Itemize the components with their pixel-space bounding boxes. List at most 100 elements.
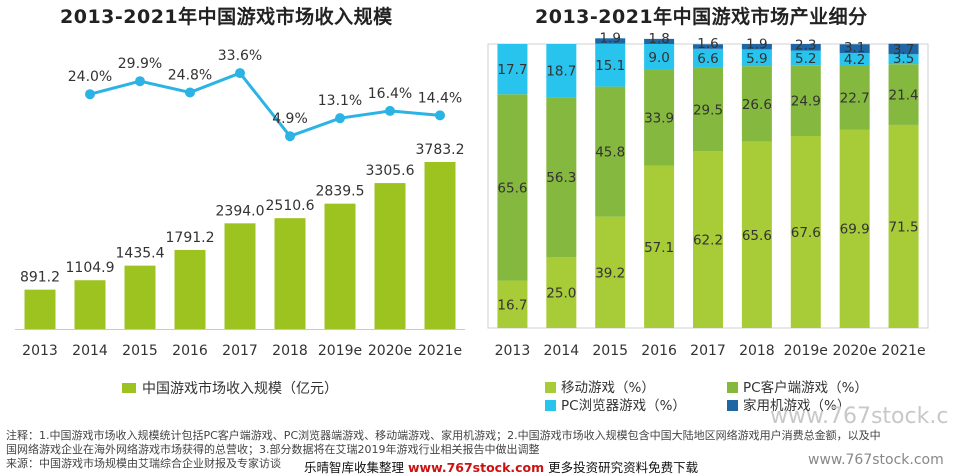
stack-data-label: 5.2 [795, 51, 816, 67]
stack-data-label: 2.3 [795, 38, 816, 54]
source-line: 来源：中国游戏市场规模由艾瑞综合企业财报及专家访谈 [6, 457, 281, 470]
right-x-tick-label: 2021e [881, 343, 925, 359]
right-legend-swatch [545, 400, 556, 411]
stack-data-label: 26.6 [742, 97, 772, 113]
segment-mobile [497, 280, 528, 328]
segment-mobile [693, 151, 723, 328]
stack-data-label: 1.9 [599, 31, 620, 47]
right-x-tick-label: 2019e [784, 343, 828, 359]
left-x-tick-label: 2013 [22, 343, 58, 359]
segment-mobile [888, 124, 919, 328]
revenue-data-label: 3305.6 [366, 163, 415, 179]
right-legend-label: PC客户端游戏（%） [743, 379, 868, 396]
stack-data-label: 39.2 [595, 265, 625, 281]
revenue-data-label: 1791.2 [166, 230, 215, 246]
growth-data-label: 4.9% [272, 111, 308, 127]
right-x-tick-label: 2018 [739, 343, 775, 359]
segment-console [741, 44, 772, 50]
segment-browser [888, 54, 919, 65]
growth-data-label: 24.8% [168, 67, 212, 83]
right-legend-swatch [727, 400, 738, 411]
stack-data-label: 6.6 [697, 51, 718, 67]
stack-data-label: 17.7 [497, 62, 527, 78]
growth-point [435, 110, 445, 121]
segment-pc-client [888, 64, 919, 125]
revenue-bar [174, 249, 206, 329]
segment-pc-client [741, 66, 772, 142]
right-x-tick-label: 2016 [641, 343, 677, 359]
segment-console [790, 44, 821, 51]
left-x-tick-label: 2018 [272, 343, 308, 359]
right-chart-title: 2013-2021年中国游戏市场产业细分 [535, 6, 868, 28]
segment-browser [839, 53, 870, 66]
revenue-data-label: 3783.2 [416, 142, 465, 158]
segment-pc-client [644, 69, 675, 166]
revenue-data-label: 2510.6 [266, 198, 315, 214]
segment-console [693, 44, 723, 49]
stack-data-label: 21.4 [889, 88, 919, 104]
right-x-tick-label: 2017 [690, 343, 726, 359]
banner-url[interactable]: www.767stock.com [407, 460, 545, 475]
growth-point [135, 76, 145, 87]
growth-point [185, 87, 195, 98]
revenue-bar [374, 183, 406, 329]
segment-console [839, 44, 870, 54]
stack-data-label: 25.0 [546, 286, 576, 302]
segment-browser [693, 48, 723, 68]
growth-point [285, 131, 295, 142]
left-x-tick-label: 2014 [72, 343, 108, 359]
right-legend-label: 移动游戏（%） [561, 380, 655, 396]
left-chart-title: 2013-2021年中国游戏市场收入规模 [60, 6, 393, 28]
growth-data-label: 14.4% [418, 90, 462, 106]
revenue-data-label: 2839.5 [316, 184, 365, 200]
left-x-tick-label: 2017 [222, 343, 258, 359]
growth-data-label: 16.4% [368, 86, 412, 102]
growth-point [335, 113, 345, 124]
left-x-tick-label: 2021e [418, 343, 462, 359]
stack-data-label: 67.6 [791, 225, 821, 241]
revenue-bar [424, 162, 456, 329]
segment-browser [546, 44, 577, 98]
stack-data-label: 18.7 [546, 64, 576, 80]
revenue-data-label: 1435.4 [116, 246, 165, 262]
stack-data-label: 71.5 [889, 219, 919, 235]
revenue-data-label: 891.2 [20, 270, 60, 286]
segment-pc-client [546, 97, 577, 257]
segment-browser [790, 50, 821, 66]
stack-data-label: 1.6 [697, 36, 718, 52]
stack-data-label: 22.7 [840, 90, 870, 106]
segment-pc-client [790, 65, 821, 137]
segment-pc-client [595, 86, 626, 217]
banner-suffix: 更多投资研究资料免费下载 [544, 460, 699, 475]
stack-data-label: 57.1 [644, 240, 674, 256]
growth-line [89, 71, 441, 138]
stack-data-label: 1.9 [746, 36, 767, 52]
left-x-tick-label: 2015 [122, 343, 158, 359]
right-legend-label: 家用机游戏（%） [743, 397, 850, 414]
stack-data-label: 4.2 [844, 52, 865, 68]
segment-console [644, 38, 675, 44]
segment-browser [741, 49, 772, 67]
stack-data-label: 33.9 [644, 111, 674, 127]
segment-pc-client [693, 67, 723, 152]
growth-data-label: 13.1% [318, 93, 362, 109]
revenue-bar [274, 218, 306, 329]
left-legend-swatch [122, 383, 136, 393]
right-legend-label: PC浏览器游戏（%） [561, 398, 686, 414]
segment-console [888, 43, 919, 55]
stack-data-label: 1.8 [648, 31, 669, 47]
stack-data-label: 3.5 [893, 51, 914, 67]
stack-data-label: 24.9 [791, 94, 821, 110]
segment-console [595, 38, 626, 44]
stack-data-label: 15.1 [595, 58, 625, 74]
segment-mobile [546, 257, 577, 328]
left-x-tick-label: 2019e [318, 343, 362, 359]
segment-browser [644, 44, 675, 70]
segment-browser [497, 44, 528, 95]
footnote-line-2: 国网络游戏企业在海外网络游戏市场获得的总营收；3.部分数据将在艾瑞2019年游戏… [6, 443, 540, 456]
segment-mobile [741, 141, 772, 328]
footnote-line-1: 注释：1.中国游戏市场收入规模统计包括PC客户端游戏、PC浏览器端游戏、移动端游… [6, 429, 881, 442]
right-x-tick-label: 2020e [833, 343, 877, 359]
segment-browser [595, 43, 626, 87]
